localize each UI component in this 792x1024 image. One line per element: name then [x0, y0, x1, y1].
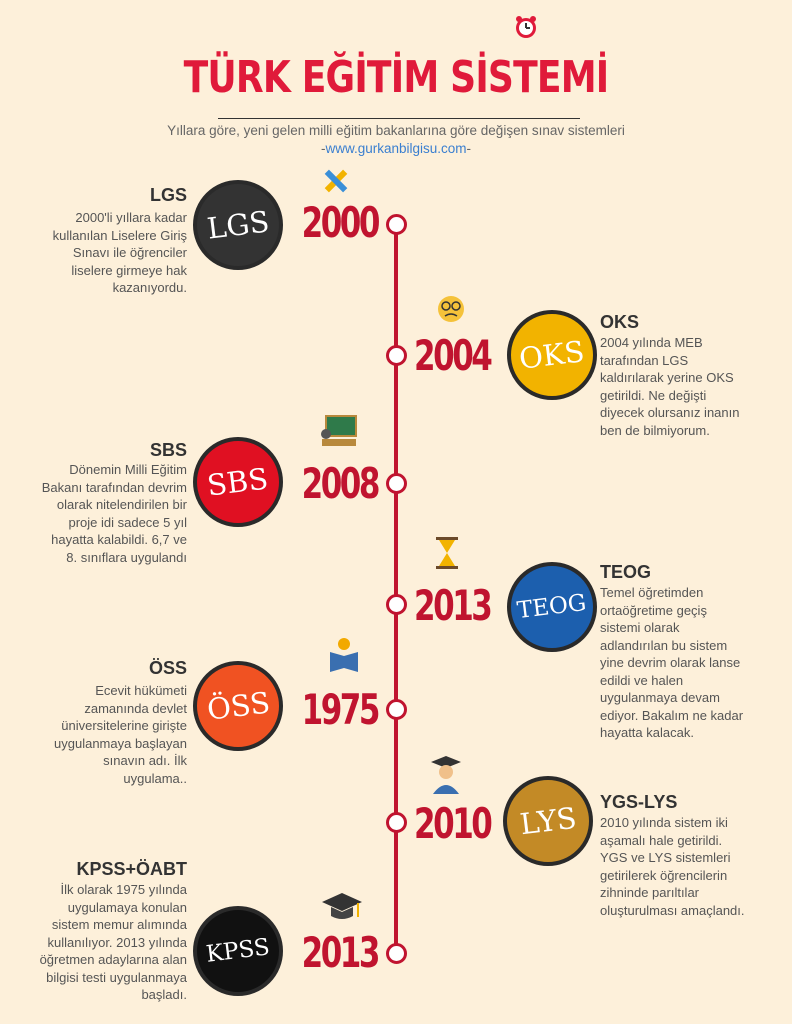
- alarm-clock-icon: [506, 14, 546, 46]
- pencil-ruler-icon: [316, 166, 356, 202]
- event-year: 2010: [414, 799, 493, 848]
- page-title: TÜRK EĞİTİM SİSTEMİ: [183, 52, 610, 103]
- event-year: 2013: [301, 928, 381, 977]
- website-prefix: -: [320, 141, 326, 156]
- page-subtitle: Yıllara göre, yeni gelen milli eğitim ba…: [167, 123, 625, 138]
- oks-badge: OKS: [507, 310, 597, 400]
- teacher-board-icon: [319, 414, 359, 454]
- event-title: OKS: [600, 312, 640, 332]
- hourglass-icon: [427, 536, 467, 576]
- timeline-node: [386, 214, 407, 235]
- sbs-badge: SBS: [193, 437, 283, 527]
- website-suffix: -: [466, 141, 472, 156]
- timeline-line: [394, 222, 398, 954]
- event-title: YGS-LYS: [600, 792, 678, 812]
- lgs-badge: LGS: [193, 180, 283, 270]
- event-year: 2008: [301, 459, 381, 508]
- timeline-node: [386, 473, 407, 494]
- title-divider: [218, 118, 580, 119]
- website-line: -www.gurkanbilgisu.com-: [0, 141, 792, 156]
- event-year: 2004: [414, 331, 493, 380]
- event-title: KPSS+ÖABT: [76, 859, 187, 879]
- event-year: 2000: [301, 198, 381, 247]
- event-title: TEOG: [600, 562, 652, 582]
- lys-badge: LYS: [503, 776, 593, 866]
- website-link[interactable]: www.gurkanbilgisu.com: [325, 141, 467, 156]
- timeline-node: [386, 594, 407, 615]
- event-year: 2013: [414, 581, 493, 630]
- timeline-node: [386, 699, 407, 720]
- graduation-cap-icon: [320, 890, 362, 930]
- event-description: Temel öğretimden ortaöğretime geçiş sist…: [600, 585, 744, 740]
- event-description: 2010 yılında sistem iki aşamalı hale get…: [600, 815, 745, 918]
- confused-face-icon: [431, 294, 471, 330]
- oss-badge: ÖSS: [193, 661, 283, 751]
- graduate-student-icon: [426, 754, 466, 800]
- event-description: 2000'li yıllara kadar kullanılan Liseler…: [52, 210, 187, 295]
- event-title: SBS: [149, 440, 187, 460]
- event-description: 2004 yılında MEB tarafından LGS kaldırıl…: [600, 335, 740, 438]
- event-description: Dönemin Milli Eğitim Bakanı tarafından d…: [41, 462, 187, 565]
- event-title: LGS: [149, 185, 187, 205]
- event-title: ÖSS: [148, 658, 187, 678]
- timeline-node: [386, 943, 407, 964]
- event-year: 1975: [301, 685, 381, 734]
- timeline-node: [386, 345, 407, 366]
- event-description: İlk olarak 1975 yılında uygulamaya konul…: [39, 882, 187, 1002]
- teog-badge: TEOG: [507, 562, 597, 652]
- event-description: Ecevit hükümeti zamanında devlet ünivers…: [54, 683, 187, 786]
- timeline-node: [386, 812, 407, 833]
- reading-student-icon: [324, 636, 364, 680]
- kpss-badge: KPSS: [193, 906, 283, 996]
